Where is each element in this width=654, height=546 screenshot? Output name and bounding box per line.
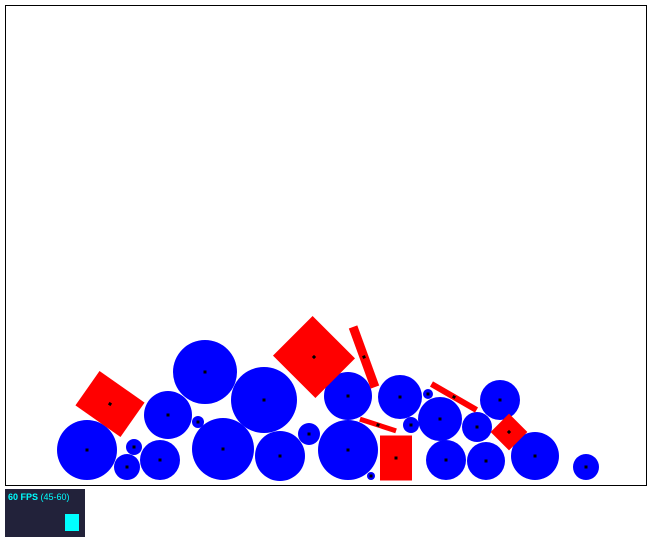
ball-body[interactable] xyxy=(57,420,117,480)
physics-simulation-canvas[interactable] xyxy=(5,5,647,486)
ball-body[interactable] xyxy=(192,416,204,428)
ball-body[interactable] xyxy=(403,417,419,433)
center-of-mass-dot xyxy=(346,448,350,452)
center-of-mass-dot xyxy=(278,454,282,458)
ball-body[interactable] xyxy=(426,440,466,480)
ball-body[interactable] xyxy=(467,442,505,480)
ball-body[interactable] xyxy=(173,340,237,404)
ball-body[interactable] xyxy=(423,389,433,399)
ball-body[interactable] xyxy=(418,397,462,441)
fps-range: (45-60) xyxy=(40,492,70,502)
center-of-mass-dot xyxy=(307,432,311,436)
center-of-mass-dot xyxy=(262,398,266,402)
center-of-mass-dot xyxy=(484,459,488,463)
center-of-mass-dot xyxy=(533,454,537,458)
center-of-mass-dot xyxy=(498,398,502,402)
box-body[interactable] xyxy=(272,315,356,399)
center-of-mass-dot xyxy=(203,370,207,374)
ball-body[interactable] xyxy=(324,372,372,420)
fps-value: 60 FPS xyxy=(8,492,39,502)
center-of-mass-dot xyxy=(221,447,225,451)
fps-readout: 60 FPS (45-60) xyxy=(8,492,70,503)
center-of-mass-dot xyxy=(438,417,442,421)
fps-graph xyxy=(8,504,82,534)
ball-body[interactable] xyxy=(511,432,559,480)
box-body[interactable] xyxy=(359,416,397,434)
box-body[interactable] xyxy=(75,371,145,437)
center-of-mass-dot xyxy=(362,355,366,359)
center-of-mass-dot xyxy=(451,394,457,400)
ball-body[interactable] xyxy=(367,472,375,480)
ball-body[interactable] xyxy=(480,380,520,420)
ball-body[interactable] xyxy=(114,454,140,480)
box-body[interactable] xyxy=(348,325,380,389)
physics-scene xyxy=(57,315,599,481)
center-of-mass-dot xyxy=(584,465,588,469)
box-body[interactable] xyxy=(490,413,528,451)
ball-body[interactable] xyxy=(573,454,599,480)
ball-body[interactable] xyxy=(126,439,142,455)
ball-body[interactable] xyxy=(378,375,422,419)
ball-body[interactable] xyxy=(255,431,305,481)
ball-body[interactable] xyxy=(192,418,254,480)
ball-body[interactable] xyxy=(140,440,180,480)
center-of-mass-dot xyxy=(85,448,89,452)
ball-body[interactable] xyxy=(318,420,378,480)
fps-stats-panel[interactable]: 60 FPS (45-60) xyxy=(5,489,85,537)
center-of-mass-dot xyxy=(369,474,373,478)
box-body[interactable] xyxy=(429,381,479,413)
center-of-mass-dot xyxy=(132,445,136,449)
center-of-mass-dot xyxy=(107,401,113,407)
center-of-mass-dot xyxy=(346,394,350,398)
center-of-mass-dot xyxy=(196,420,200,424)
ball-body[interactable] xyxy=(462,412,492,442)
center-of-mass-dot xyxy=(166,413,170,417)
center-of-mass-dot xyxy=(376,423,380,427)
ball-body[interactable] xyxy=(231,367,297,433)
center-of-mass-dot xyxy=(398,395,402,399)
fps-graph-bar xyxy=(65,514,79,531)
center-of-mass-dot xyxy=(409,423,413,427)
center-of-mass-dot xyxy=(125,465,129,469)
ball-body[interactable] xyxy=(298,423,320,445)
box-body[interactable] xyxy=(380,435,412,481)
ball-body[interactable] xyxy=(144,391,192,439)
center-of-mass-dot xyxy=(158,458,162,462)
center-of-mass-dot xyxy=(394,456,398,460)
center-of-mass-dot xyxy=(444,458,448,462)
center-of-mass-dot xyxy=(426,392,430,396)
center-of-mass-dot xyxy=(475,425,479,429)
